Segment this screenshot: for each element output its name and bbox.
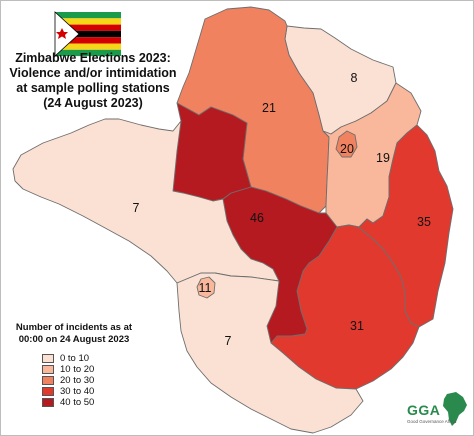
value-midlands: 46 [250, 211, 264, 225]
legend-items: 0 to 10 10 to 20 20 to 30 30 to 40 40 to… [42, 353, 133, 408]
value-mashonaland-central: 8 [351, 71, 358, 85]
zimbabwe-flag [54, 11, 121, 57]
legend-title-line-2: 00:00 on 24 August 2023 [18, 334, 130, 345]
region-matabeleland-south[interactable] [176, 272, 364, 434]
legend-title-line-1: Number of incidents as at [15, 322, 133, 333]
region-value-labels: 8 21 20 19 35 46 7 11 7 31 [133, 71, 431, 348]
legend-item: 20 to 30 [42, 375, 133, 386]
legend-item: 30 to 40 [42, 386, 133, 397]
legend-label: 10 to 20 [60, 364, 95, 375]
logo-subtext: Good Governance Africa [407, 419, 457, 424]
legend-label: 40 to 50 [60, 397, 95, 408]
legend-label: 0 to 10 [60, 353, 90, 364]
value-manicaland: 35 [417, 215, 431, 229]
title-line-2: Violence and/or intimidation [9, 66, 177, 80]
legend-label: 30 to 40 [60, 386, 95, 397]
title-line-3: at sample polling stations [16, 81, 170, 95]
logo-text: GGA [407, 402, 441, 418]
legend-label: 20 to 30 [60, 375, 95, 386]
legend-title: Number of incidents as at 00:00 on 24 Au… [15, 322, 133, 346]
value-mashonaland-west: 21 [262, 101, 276, 115]
legend-swatch [42, 376, 54, 385]
value-matabeleland-south: 7 [225, 334, 232, 348]
legend-item: 0 to 10 [42, 353, 133, 364]
value-masvingo: 31 [350, 319, 364, 333]
legend-swatch [42, 365, 54, 374]
legend-swatch [42, 387, 54, 396]
map-legend: Number of incidents as at 00:00 on 24 Au… [15, 322, 133, 408]
value-mashonaland-east: 19 [376, 151, 390, 165]
legend-swatch [42, 398, 54, 407]
legend-swatch [42, 354, 54, 363]
value-bulawayo: 11 [199, 281, 212, 295]
title-line-1: Zimbabwe Elections 2023: [15, 51, 171, 65]
gga-logo: GGA Good Governance Africa [405, 389, 467, 429]
value-matabeleland-north: 7 [133, 201, 140, 215]
map-title: Zimbabwe Elections 2023: Violence and/or… [7, 51, 179, 111]
gga-africa-icon [443, 392, 467, 426]
region-bulawayo[interactable] [196, 276, 216, 299]
title-line-4: (24 August 2023) [43, 96, 143, 110]
legend-item: 10 to 20 [42, 364, 133, 375]
value-harare: 20 [340, 142, 354, 156]
region-harare[interactable] [335, 130, 358, 158]
legend-item: 40 to 50 [42, 397, 133, 408]
